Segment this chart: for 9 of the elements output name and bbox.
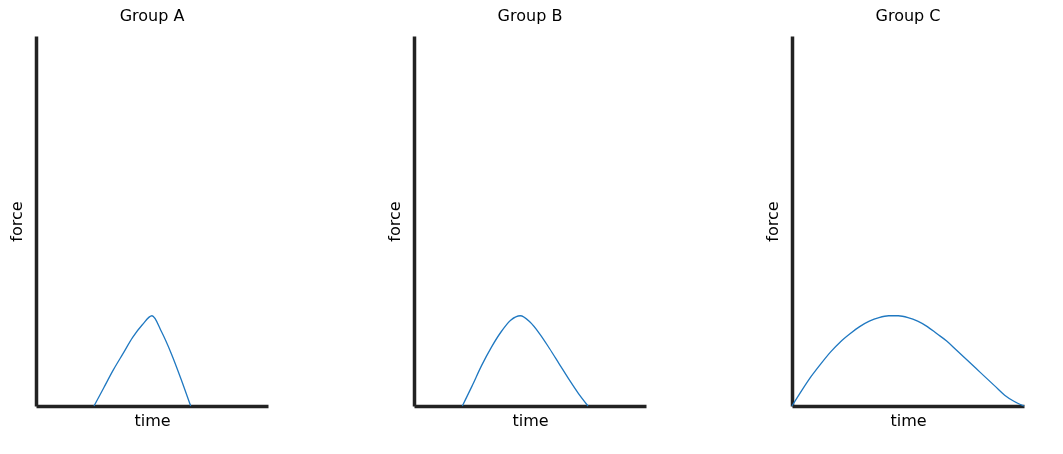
- chart-title: Group C: [875, 6, 941, 25]
- y-axis-title: force: [762, 201, 782, 242]
- y-axis-title: force: [384, 201, 404, 242]
- chart-title: Group B: [497, 6, 563, 25]
- x-axis-title: time: [134, 410, 171, 430]
- x-axis-title: time: [890, 410, 927, 430]
- x-axis-title: time: [512, 410, 549, 430]
- chart-title: Group A: [119, 6, 185, 25]
- y-axis-title: force: [6, 201, 26, 242]
